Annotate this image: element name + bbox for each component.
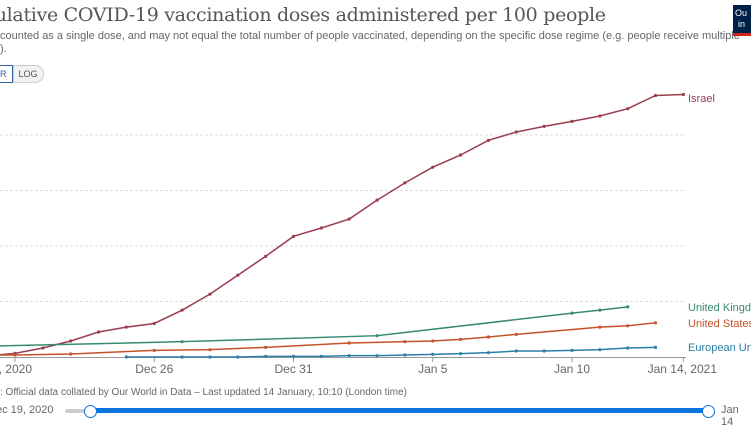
- owid-logo[interactable]: Ou in: [733, 5, 751, 36]
- data-point: [208, 348, 212, 352]
- data-point: [264, 345, 268, 349]
- data-point: [459, 352, 463, 356]
- series-label: United States: [688, 318, 751, 330]
- chart-subtitle: counted as a single dose, and may not eq…: [0, 30, 740, 42]
- x-tick-label: Jan 14, 2021: [648, 362, 718, 376]
- data-point: [514, 130, 518, 134]
- series-line-israel: [0, 93, 684, 356]
- data-point: [208, 292, 212, 296]
- series-line-european-union: [126, 346, 656, 358]
- data-point: [653, 321, 658, 325]
- data-point: [653, 93, 658, 98]
- data-point: [152, 321, 156, 326]
- data-point: [514, 332, 518, 336]
- data-point: [486, 138, 491, 142]
- slider-range[interactable]: [90, 408, 708, 413]
- data-point: [291, 234, 296, 238]
- series-label: United Kingdom: [688, 302, 751, 314]
- data-point: [347, 341, 351, 345]
- source-note: : Official data collated by Our World in…: [0, 387, 407, 398]
- x-tick-label: Dec 31: [274, 362, 312, 376]
- series-line-united-kingdom: [0, 306, 628, 347]
- data-point: [598, 308, 602, 312]
- logo-text-1: Ou: [735, 8, 748, 18]
- data-point: [403, 181, 407, 185]
- data-point: [598, 325, 602, 329]
- data-point: [347, 217, 351, 221]
- series-label: Israel: [688, 93, 715, 105]
- data-point: [403, 353, 407, 357]
- timeline-slider[interactable]: ec 19, 2020 Jan 14: [0, 402, 751, 428]
- data-point: [459, 153, 463, 157]
- linear-scale-button[interactable]: R: [0, 65, 13, 83]
- slider-start-handle[interactable]: [84, 405, 97, 418]
- data-point: [180, 355, 184, 359]
- data-point: [375, 334, 379, 338]
- x-tick-label: Jan 10: [554, 362, 590, 376]
- data-point: [236, 355, 240, 359]
- data-point: [570, 348, 574, 352]
- data-point: [598, 348, 602, 352]
- data-point: [514, 349, 518, 353]
- data-point: [124, 325, 128, 329]
- data-point: [653, 345, 658, 349]
- data-point: [319, 226, 323, 230]
- data-point: [347, 354, 351, 358]
- data-point: [124, 355, 128, 359]
- data-point: [264, 254, 268, 258]
- data-point: [208, 355, 212, 359]
- data-point: [180, 340, 184, 344]
- data-point: [431, 339, 435, 343]
- data-point: [459, 337, 463, 341]
- data-point: [41, 346, 45, 350]
- x-tick-label: Jan 5: [418, 362, 448, 376]
- slider-track[interactable]: [65, 409, 90, 413]
- line-chart: Dec 21, 2020 Dec 26 Dec 31 Jan 5 Jan 10 Jan 1…: [0, 92, 751, 376]
- data-point: [403, 340, 407, 344]
- data-point: [152, 348, 156, 352]
- data-point: [626, 324, 630, 328]
- data-point: [375, 198, 379, 202]
- data-point: [69, 352, 73, 356]
- data-point: [681, 92, 686, 97]
- data-point: [13, 353, 17, 357]
- data-point: [96, 330, 101, 334]
- data-point: [375, 354, 379, 358]
- chart-title: mulative COVID-19 vaccination doses admi…: [0, 4, 606, 26]
- data-point: [319, 354, 323, 358]
- series-label: European Union: [688, 342, 751, 354]
- x-tick-label: Dec 26: [135, 362, 173, 376]
- scale-toggle: R LOG: [0, 65, 44, 83]
- data-point: [69, 339, 73, 343]
- data-point: [236, 273, 240, 277]
- data-point: [264, 354, 268, 358]
- data-point: [180, 308, 184, 312]
- data-point: [626, 346, 630, 350]
- data-point: [486, 351, 491, 355]
- slider-start-label: ec 19, 2020: [0, 404, 54, 416]
- data-point: [431, 352, 435, 356]
- data-point: [570, 119, 574, 123]
- data-point: [431, 165, 435, 169]
- data-point: [626, 305, 630, 309]
- slider-end-label: Jan 14: [721, 404, 739, 428]
- data-point: [570, 311, 574, 315]
- data-point: [486, 335, 491, 339]
- slider-end-handle[interactable]: [702, 405, 715, 418]
- data-point: [291, 354, 296, 358]
- data-point: [598, 114, 602, 118]
- data-point: [626, 107, 630, 111]
- data-point: [542, 349, 546, 353]
- logo-text-2: in: [738, 19, 746, 29]
- log-scale-button[interactable]: LOG: [12, 65, 44, 83]
- x-tick-label: Dec 21, 2020: [0, 362, 32, 376]
- data-point: [542, 124, 546, 128]
- chart-subtitle-line2: ).: [0, 43, 7, 55]
